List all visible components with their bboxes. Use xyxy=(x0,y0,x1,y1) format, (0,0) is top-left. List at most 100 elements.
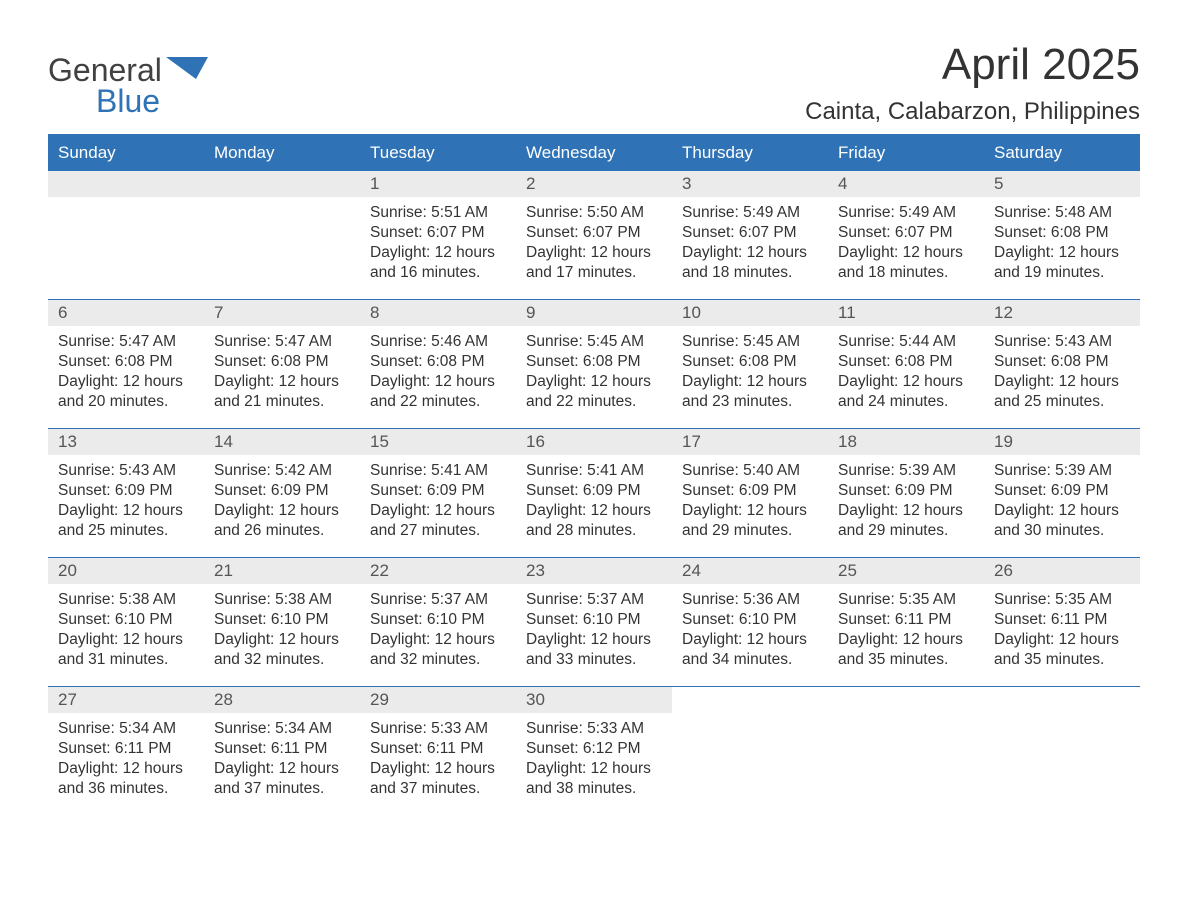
day-number: 8 xyxy=(360,300,516,326)
day-body: Sunrise: 5:38 AMSunset: 6:10 PMDaylight:… xyxy=(48,584,204,681)
day-body: Sunrise: 5:33 AMSunset: 6:11 PMDaylight:… xyxy=(360,713,516,810)
daylight-line: Daylight: 12 hours and 22 minutes. xyxy=(526,372,662,412)
daylight-line: Daylight: 12 hours and 32 minutes. xyxy=(214,630,350,670)
day-cell: 19Sunrise: 5:39 AMSunset: 6:09 PMDayligh… xyxy=(984,429,1140,557)
sunrise-line: Sunrise: 5:39 AM xyxy=(838,461,974,481)
day-cell: 30Sunrise: 5:33 AMSunset: 6:12 PMDayligh… xyxy=(516,687,672,815)
day-number: 3 xyxy=(672,171,828,197)
sunrise-line: Sunrise: 5:50 AM xyxy=(526,203,662,223)
sunset-line: Sunset: 6:08 PM xyxy=(526,352,662,372)
week-row: 6Sunrise: 5:47 AMSunset: 6:08 PMDaylight… xyxy=(48,299,1140,428)
daylight-line: Daylight: 12 hours and 21 minutes. xyxy=(214,372,350,412)
sunrise-line: Sunrise: 5:44 AM xyxy=(838,332,974,352)
day-number: 6 xyxy=(48,300,204,326)
sunset-line: Sunset: 6:10 PM xyxy=(370,610,506,630)
sunrise-line: Sunrise: 5:38 AM xyxy=(214,590,350,610)
logo-text-blue: Blue xyxy=(96,83,160,120)
daylight-line: Daylight: 12 hours and 35 minutes. xyxy=(994,630,1130,670)
day-number: 27 xyxy=(48,687,204,713)
sunrise-line: Sunrise: 5:43 AM xyxy=(994,332,1130,352)
sunrise-line: Sunrise: 5:33 AM xyxy=(370,719,506,739)
day-body: Sunrise: 5:46 AMSunset: 6:08 PMDaylight:… xyxy=(360,326,516,423)
day-cell: 5Sunrise: 5:48 AMSunset: 6:08 PMDaylight… xyxy=(984,171,1140,299)
day-number: 19 xyxy=(984,429,1140,455)
daylight-line: Daylight: 12 hours and 25 minutes. xyxy=(58,501,194,541)
sunrise-line: Sunrise: 5:49 AM xyxy=(682,203,818,223)
day-body: Sunrise: 5:40 AMSunset: 6:09 PMDaylight:… xyxy=(672,455,828,552)
header: General Blue April 2025 Cainta, Calabarz… xyxy=(48,40,1140,126)
day-number: 29 xyxy=(360,687,516,713)
day-number: 15 xyxy=(360,429,516,455)
day-body: Sunrise: 5:41 AMSunset: 6:09 PMDaylight:… xyxy=(360,455,516,552)
daylight-line: Daylight: 12 hours and 35 minutes. xyxy=(838,630,974,670)
day-number: 28 xyxy=(204,687,360,713)
day-number: 10 xyxy=(672,300,828,326)
day-number: 2 xyxy=(516,171,672,197)
sunrise-line: Sunrise: 5:36 AM xyxy=(682,590,818,610)
sunrise-line: Sunrise: 5:41 AM xyxy=(370,461,506,481)
daylight-line: Daylight: 12 hours and 37 minutes. xyxy=(370,759,506,799)
daylight-line: Daylight: 12 hours and 28 minutes. xyxy=(526,501,662,541)
day-body: Sunrise: 5:49 AMSunset: 6:07 PMDaylight:… xyxy=(672,197,828,294)
day-body: Sunrise: 5:48 AMSunset: 6:08 PMDaylight:… xyxy=(984,197,1140,294)
day-cell: 23Sunrise: 5:37 AMSunset: 6:10 PMDayligh… xyxy=(516,558,672,686)
day-body: Sunrise: 5:49 AMSunset: 6:07 PMDaylight:… xyxy=(828,197,984,294)
sunrise-line: Sunrise: 5:38 AM xyxy=(58,590,194,610)
day-body: Sunrise: 5:43 AMSunset: 6:08 PMDaylight:… xyxy=(984,326,1140,423)
day-body: Sunrise: 5:43 AMSunset: 6:09 PMDaylight:… xyxy=(48,455,204,552)
sunset-line: Sunset: 6:09 PM xyxy=(370,481,506,501)
day-header: Monday xyxy=(204,136,360,170)
day-body: Sunrise: 5:36 AMSunset: 6:10 PMDaylight:… xyxy=(672,584,828,681)
daylight-line: Daylight: 12 hours and 20 minutes. xyxy=(58,372,194,412)
sunrise-line: Sunrise: 5:51 AM xyxy=(370,203,506,223)
day-cell xyxy=(672,687,828,815)
day-cell: 29Sunrise: 5:33 AMSunset: 6:11 PMDayligh… xyxy=(360,687,516,815)
day-number: 23 xyxy=(516,558,672,584)
sunset-line: Sunset: 6:07 PM xyxy=(526,223,662,243)
day-body: Sunrise: 5:44 AMSunset: 6:08 PMDaylight:… xyxy=(828,326,984,423)
sunrise-line: Sunrise: 5:35 AM xyxy=(838,590,974,610)
sunrise-line: Sunrise: 5:35 AM xyxy=(994,590,1130,610)
day-number: 7 xyxy=(204,300,360,326)
day-cell: 3Sunrise: 5:49 AMSunset: 6:07 PMDaylight… xyxy=(672,171,828,299)
sunrise-line: Sunrise: 5:48 AM xyxy=(994,203,1130,223)
day-number: 9 xyxy=(516,300,672,326)
day-header: Friday xyxy=(828,136,984,170)
day-cell: 21Sunrise: 5:38 AMSunset: 6:10 PMDayligh… xyxy=(204,558,360,686)
day-body: Sunrise: 5:41 AMSunset: 6:09 PMDaylight:… xyxy=(516,455,672,552)
sunset-line: Sunset: 6:09 PM xyxy=(994,481,1130,501)
day-body: Sunrise: 5:37 AMSunset: 6:10 PMDaylight:… xyxy=(516,584,672,681)
day-cell: 1Sunrise: 5:51 AMSunset: 6:07 PMDaylight… xyxy=(360,171,516,299)
day-number: 18 xyxy=(828,429,984,455)
daylight-line: Daylight: 12 hours and 25 minutes. xyxy=(994,372,1130,412)
day-body: Sunrise: 5:50 AMSunset: 6:07 PMDaylight:… xyxy=(516,197,672,294)
day-number: 16 xyxy=(516,429,672,455)
daylight-line: Daylight: 12 hours and 23 minutes. xyxy=(682,372,818,412)
day-cell xyxy=(984,687,1140,815)
sunrise-line: Sunrise: 5:45 AM xyxy=(526,332,662,352)
week-row: 1Sunrise: 5:51 AMSunset: 6:07 PMDaylight… xyxy=(48,170,1140,299)
day-cell: 28Sunrise: 5:34 AMSunset: 6:11 PMDayligh… xyxy=(204,687,360,815)
day-body: Sunrise: 5:45 AMSunset: 6:08 PMDaylight:… xyxy=(672,326,828,423)
day-number: 14 xyxy=(204,429,360,455)
daylight-line: Daylight: 12 hours and 18 minutes. xyxy=(838,243,974,283)
sunset-line: Sunset: 6:08 PM xyxy=(994,352,1130,372)
sunset-line: Sunset: 6:07 PM xyxy=(370,223,506,243)
daylight-line: Daylight: 12 hours and 38 minutes. xyxy=(526,759,662,799)
week-row: 27Sunrise: 5:34 AMSunset: 6:11 PMDayligh… xyxy=(48,686,1140,815)
sunrise-line: Sunrise: 5:47 AM xyxy=(58,332,194,352)
sunset-line: Sunset: 6:10 PM xyxy=(58,610,194,630)
day-cell: 25Sunrise: 5:35 AMSunset: 6:11 PMDayligh… xyxy=(828,558,984,686)
day-cell: 11Sunrise: 5:44 AMSunset: 6:08 PMDayligh… xyxy=(828,300,984,428)
sunrise-line: Sunrise: 5:34 AM xyxy=(58,719,194,739)
sunrise-line: Sunrise: 5:34 AM xyxy=(214,719,350,739)
calendar: SundayMondayTuesdayWednesdayThursdayFrid… xyxy=(48,134,1140,815)
day-number: 12 xyxy=(984,300,1140,326)
day-cell xyxy=(48,171,204,299)
sunset-line: Sunset: 6:09 PM xyxy=(214,481,350,501)
day-cell: 14Sunrise: 5:42 AMSunset: 6:09 PMDayligh… xyxy=(204,429,360,557)
sunrise-line: Sunrise: 5:39 AM xyxy=(994,461,1130,481)
sunrise-line: Sunrise: 5:46 AM xyxy=(370,332,506,352)
sunset-line: Sunset: 6:08 PM xyxy=(994,223,1130,243)
sunset-line: Sunset: 6:08 PM xyxy=(838,352,974,372)
